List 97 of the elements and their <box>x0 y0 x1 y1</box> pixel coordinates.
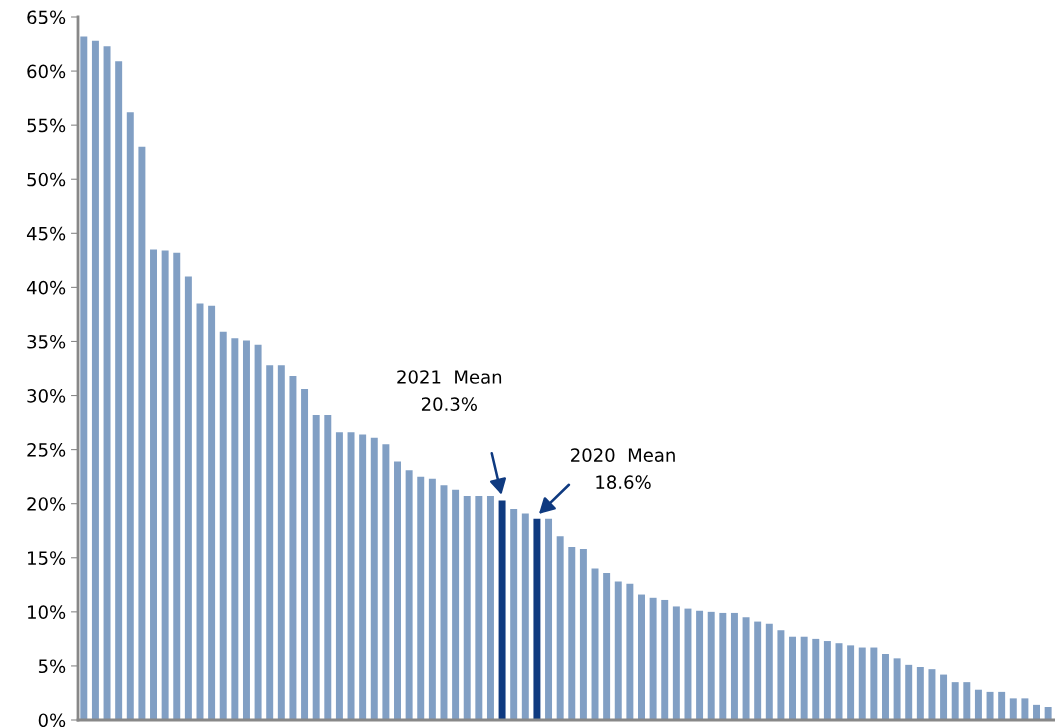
bar <box>881 654 889 720</box>
bar <box>219 331 227 720</box>
y-tick-label: 35% <box>27 334 66 349</box>
bar <box>452 489 460 720</box>
bar <box>649 597 657 720</box>
bar <box>173 252 181 720</box>
bar <box>208 305 216 720</box>
bar <box>800 636 808 720</box>
y-tick-label: 45% <box>26 226 66 241</box>
bar <box>405 470 413 720</box>
bar <box>603 572 611 720</box>
bar <box>754 621 762 720</box>
bar <box>266 365 274 720</box>
bar <box>719 612 727 720</box>
bar <box>91 40 99 720</box>
bar <box>870 647 878 720</box>
bar <box>103 46 111 720</box>
y-tick-label: 30% <box>27 389 66 403</box>
bar <box>789 636 797 720</box>
bar <box>242 340 250 720</box>
bar <box>312 415 320 720</box>
bar <box>498 500 506 720</box>
bar <box>359 434 367 720</box>
bar <box>370 437 378 720</box>
bar <box>545 518 553 720</box>
bar <box>289 376 297 720</box>
bar <box>80 36 88 720</box>
bar <box>394 461 401 720</box>
bar <box>277 365 285 720</box>
bar <box>1033 704 1040 720</box>
bar <box>777 630 785 720</box>
annotation: 2020 Mean 18.6% <box>571 448 675 489</box>
annotation: 2021 Mean 20.3% <box>397 370 502 411</box>
y-tick-label: 20% <box>27 497 66 511</box>
y-tick-label: 15% <box>28 551 66 565</box>
bar <box>684 608 692 720</box>
bar <box>579 549 587 720</box>
bar <box>707 611 715 720</box>
bar <box>661 599 669 720</box>
bar <box>638 594 645 720</box>
bar <box>998 691 1006 720</box>
bar <box>382 444 390 720</box>
bar <box>765 623 773 720</box>
bar <box>1044 707 1052 720</box>
bar <box>742 617 750 720</box>
bar <box>730 612 738 720</box>
bar <box>231 338 239 720</box>
bar <box>417 476 425 720</box>
bar <box>533 518 541 720</box>
bar <box>614 581 622 720</box>
y-tick-label: 60% <box>27 64 66 79</box>
bar <box>335 432 343 720</box>
bar <box>626 583 634 720</box>
bar <box>812 638 820 720</box>
bar <box>672 606 680 720</box>
bar <box>161 250 169 720</box>
bar <box>115 61 123 720</box>
bar <box>963 682 971 720</box>
bar <box>510 509 518 720</box>
bar <box>1021 698 1029 720</box>
bar <box>126 112 134 720</box>
y-tick-label: 40% <box>26 280 66 295</box>
bar <box>254 344 262 720</box>
bar <box>568 546 576 720</box>
bar <box>858 647 866 720</box>
bar <box>347 432 355 720</box>
y-tick-label: 0% <box>38 713 66 727</box>
bar <box>893 658 901 720</box>
bar <box>324 415 332 720</box>
bar <box>916 667 924 720</box>
bar <box>184 276 192 720</box>
bar <box>556 536 564 720</box>
bar <box>928 669 936 720</box>
bar <box>974 689 982 720</box>
bar <box>475 496 483 720</box>
y-tick-label: 50% <box>27 172 66 187</box>
bar <box>847 645 855 720</box>
y-tick-label: 55% <box>27 118 66 133</box>
bar <box>428 478 436 720</box>
bar <box>1009 698 1017 720</box>
bar <box>521 513 529 720</box>
bar <box>463 496 471 720</box>
bar <box>440 485 448 720</box>
bar <box>301 389 309 720</box>
y-tick-label: 65% <box>27 10 66 25</box>
bar <box>138 146 146 720</box>
y-tick-label: 10% <box>28 605 66 619</box>
bar <box>150 249 158 720</box>
bar <box>940 674 948 720</box>
bar <box>591 568 599 720</box>
bar <box>986 691 994 720</box>
bar <box>823 641 831 720</box>
y-tick-label: 25% <box>27 443 66 457</box>
bar <box>951 682 959 720</box>
y-tick-label: 5% <box>38 659 66 674</box>
bar <box>696 610 704 720</box>
bar <box>905 664 913 720</box>
